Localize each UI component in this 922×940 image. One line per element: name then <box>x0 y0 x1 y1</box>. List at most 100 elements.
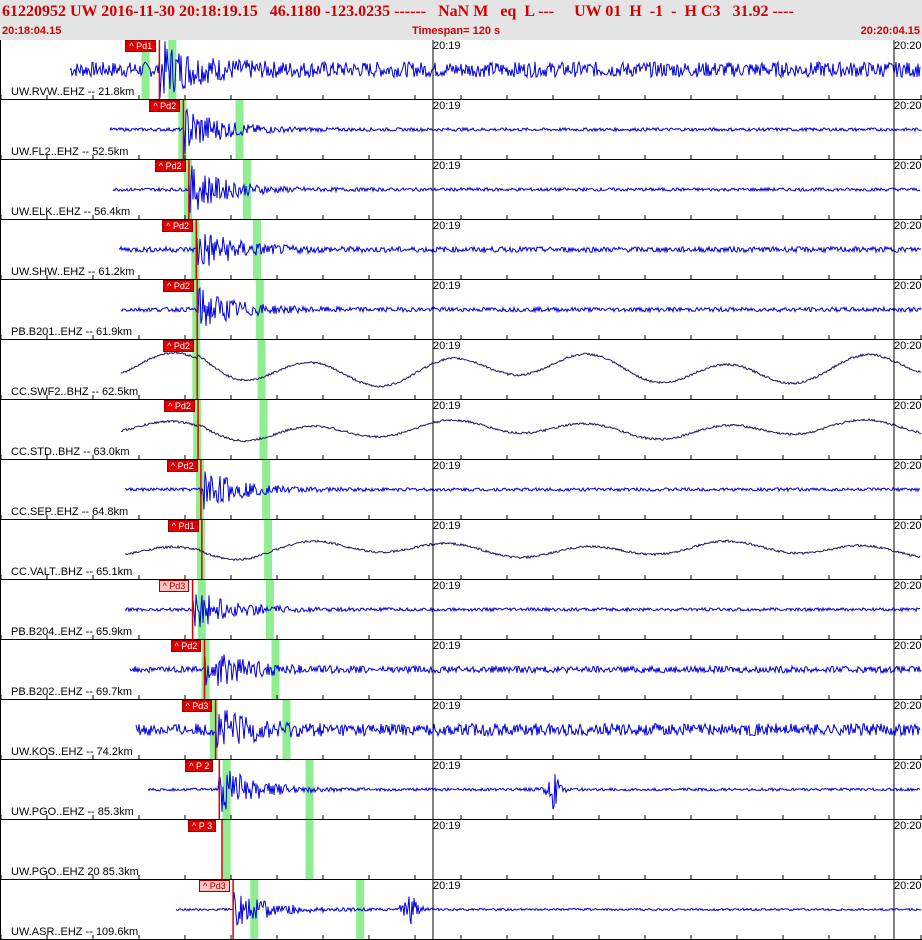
station-channel-label: CC.VALT..BHZ -- 65.1km <box>11 566 133 578</box>
minute-tick-label: 20:20 <box>894 760 922 772</box>
phase-pick-tag[interactable]: ^ Pd2 <box>166 460 198 472</box>
window-end-time: 20:20:04.15 <box>860 25 920 37</box>
window-start-time: 20:18:04.15 <box>2 25 62 37</box>
window-end-band <box>262 460 271 519</box>
phase-pick-tag[interactable]: ^ Pd2 <box>154 160 186 172</box>
trace-panel[interactable]: ^ Pd2 20:19 20:20 PB.B201..EHZ -- 61.9km <box>0 280 922 340</box>
waveform-trace <box>120 351 922 388</box>
trace-panel[interactable]: ^ Pd3 20:19 20:20 UW.KOS..EHZ -- 74.2km <box>0 700 922 760</box>
station-channel-label: CC.SWF2..BHZ -- 62.5km <box>11 386 139 398</box>
minute-tick-label: 20:19 <box>433 40 461 52</box>
waveform-plot <box>1 460 922 519</box>
minute-tick-label: 20:19 <box>433 340 461 352</box>
minute-tick-label: 20:19 <box>433 760 461 772</box>
trace-panel[interactable]: ^ Pd2 20:19 20:20 UW.FL2..EHZ -- 52.5km <box>0 100 922 160</box>
window-start-band <box>191 220 200 279</box>
waveform-plot <box>1 700 922 759</box>
waveform-plot <box>1 820 922 879</box>
station-channel-label: UW.PGO..EHZ -- 85.3km <box>11 806 134 818</box>
window-end-band <box>235 100 244 159</box>
minute-tick-label: 20:19 <box>433 580 461 592</box>
minute-tick-label: 20:20 <box>894 340 922 352</box>
station-channel-label: UW.PGO..EHZ 20 85.3km <box>11 866 139 878</box>
phase-pick-tag[interactable]: ^ Pd1 <box>167 520 199 532</box>
station-channel-label: UW.KOS..EHZ -- 74.2km <box>11 746 133 758</box>
trace-panel[interactable]: ^ Pd3 20:19 20:20 UW.ASR..EHZ -- 109.6km <box>0 880 922 940</box>
window-start-band <box>178 100 187 159</box>
minute-tick-label: 20:19 <box>433 160 461 172</box>
phase-pick-tag[interactable]: ^ Pd2 <box>164 400 195 412</box>
trace-panel[interactable]: ^ Pd2 20:19 20:20 UW.ELK..EHZ -- 56.4km <box>0 160 922 220</box>
phase-pick-tag[interactable]: ^ Pd2 <box>162 220 193 232</box>
minute-tick-label: 20:20 <box>894 400 922 412</box>
waveform-trace <box>175 891 922 927</box>
window-end-band <box>305 760 314 819</box>
waveform-trace <box>112 165 921 213</box>
waveform-trace <box>118 233 922 266</box>
waveform-plot <box>1 100 922 159</box>
waveform-plot <box>1 40 922 99</box>
phase-pick-tag[interactable]: ^ Pd1 <box>125 40 157 52</box>
window-end-band <box>271 640 280 699</box>
waveform-trace <box>124 594 921 628</box>
minute-tick-label: 20:20 <box>894 460 922 472</box>
phase-pick-tag[interactable]: ^ Pd2 <box>163 280 194 292</box>
minute-tick-label: 20:20 <box>894 220 922 232</box>
phase-pick-tag[interactable]: ^ Pd3 <box>199 880 230 892</box>
trace-panel[interactable]: ^ P 2 20:19 20:20 UW.PGO..EHZ -- 85.3km <box>0 760 922 820</box>
minute-tick-label: 20:20 <box>894 40 922 52</box>
trace-panel[interactable]: ^ Pd2 20:19 20:20 UW.SHW..EHZ -- 61.2km <box>0 220 922 280</box>
trace-panel[interactable]: ^ P 3 20:19 20:20 UW.PGO..EHZ 20 85.3km <box>0 820 922 880</box>
minute-tick-label: 20:20 <box>894 880 922 892</box>
minute-tick-label: 20:19 <box>433 700 461 712</box>
minute-tick-label: 20:20 <box>894 520 922 532</box>
waveform-trace <box>129 654 922 687</box>
trace-panel[interactable]: ^ Pd3 20:19 20:20 PB.B204..EHZ -- 65.9km <box>0 580 922 640</box>
waveform-plot <box>1 340 922 399</box>
waveform-trace <box>69 41 921 99</box>
minute-tick-label: 20:19 <box>433 280 461 292</box>
trace-panel[interactable]: ^ Pd2 20:19 20:20 CC.SWF2..BHZ -- 62.5km <box>0 340 922 400</box>
window-start-band <box>196 520 205 579</box>
phase-pick-tag[interactable]: ^ Pd3 <box>158 580 190 592</box>
phase-pick-tag[interactable]: ^ P 3 <box>188 820 217 832</box>
phase-pick-tag[interactable]: ^ Pd3 <box>181 700 213 712</box>
minute-tick-label: 20:19 <box>433 220 461 232</box>
minute-tick-label: 20:20 <box>894 160 922 172</box>
minute-tick-label: 20:19 <box>433 520 461 532</box>
window-end-band <box>305 820 314 879</box>
waveform-plot <box>1 520 922 579</box>
minute-tick-label: 20:19 <box>433 820 461 832</box>
waveform-trace <box>124 539 921 562</box>
minute-tick-label: 20:19 <box>433 400 461 412</box>
phase-pick-tag[interactable]: ^ Pd2 <box>163 340 194 352</box>
window-end-band <box>264 520 273 579</box>
trace-panel[interactable]: ^ Pd2 20:19 20:20 CC.STD..BHZ -- 63.0km <box>0 400 922 460</box>
window-end-band <box>259 400 268 459</box>
station-channel-label: CC.STD..BHZ -- 63.0km <box>11 446 130 458</box>
event-header: 61220952 UW 2016-11-30 20:18:19.15 46.11… <box>0 0 922 41</box>
phase-pick-tag[interactable]: ^ P 2 <box>185 760 214 772</box>
phase-pick-tag[interactable]: ^ Pd2 <box>170 640 202 652</box>
window-start-band <box>141 40 150 99</box>
station-channel-label: UW.RVW..EHZ -- 21.8km <box>11 86 135 98</box>
trace-panel[interactable]: ^ Pd1 20:19 20:20 CC.VALT..BHZ -- 65.1km <box>0 520 922 580</box>
phase-pick-tag[interactable]: ^ Pd2 <box>149 100 181 112</box>
minute-tick-label: 20:19 <box>433 880 461 892</box>
waveform-plot <box>1 160 922 219</box>
station-channel-label: UW.ELK..EHZ -- 56.4km <box>11 206 131 218</box>
trace-panel[interactable]: ^ Pd1 20:19 20:20 UW.RVW..EHZ -- 21.8km <box>0 40 922 100</box>
event-summary-title: 61220952 UW 2016-11-30 20:18:19.15 46.11… <box>2 3 794 20</box>
trace-panel[interactable]: ^ Pd2 20:19 20:20 PB.B202..EHZ -- 69.7km <box>0 640 922 700</box>
seismogram-panels[interactable]: ^ Pd1 20:19 20:20 UW.RVW..EHZ -- 21.8km ^ Pd… <box>0 40 922 940</box>
window-start-band <box>192 340 201 399</box>
window-start-band <box>197 580 206 639</box>
minute-tick-label: 20:19 <box>433 640 461 652</box>
window-end-band <box>265 580 274 639</box>
waveform-trace <box>109 107 922 155</box>
waveform-trace <box>120 418 922 443</box>
waveform-trace <box>120 287 922 327</box>
window-start-band <box>193 400 202 459</box>
trace-panel[interactable]: ^ Pd2 20:19 20:20 CC.SEP..EHZ -- 64.8km <box>0 460 922 520</box>
window-end-band <box>282 700 291 759</box>
